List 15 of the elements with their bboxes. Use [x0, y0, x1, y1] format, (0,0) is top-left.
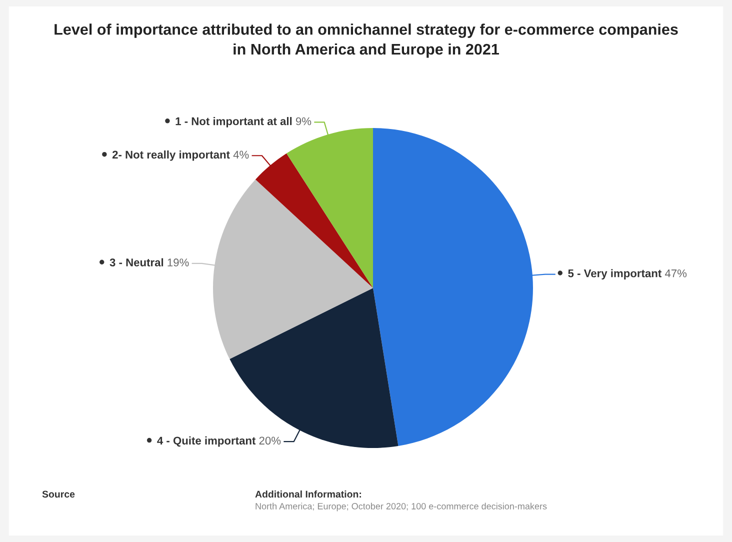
slice-label: 2- Not really important — [112, 150, 230, 161]
text: Source — [42, 490, 75, 498]
data-label: 19% — [168, 258, 189, 266]
slice-label: 5 - Very important — [568, 269, 662, 280]
data-label: 9% — [296, 117, 312, 126]
slice-label: 3 - Neutral — [110, 258, 164, 266]
data-label: 20% — [259, 436, 281, 445]
slice-label: 4 - Quite important — [157, 436, 256, 447]
data-label: 47% — [664, 269, 687, 278]
text: Additional Information: — [255, 490, 361, 498]
chart-title: Level of importance attributed to an omnichannel strategy for e-commerce companies in North America and Europe in 2021 — [54, 24, 678, 58]
slice-label: 1 - Not important at all — [176, 117, 292, 128]
text: North America; Europe; October 2020; 100 e-commerce decision-makers — [256, 502, 547, 512]
pie-slice — [255, 153, 373, 288]
data-label: 4% — [233, 150, 249, 159]
